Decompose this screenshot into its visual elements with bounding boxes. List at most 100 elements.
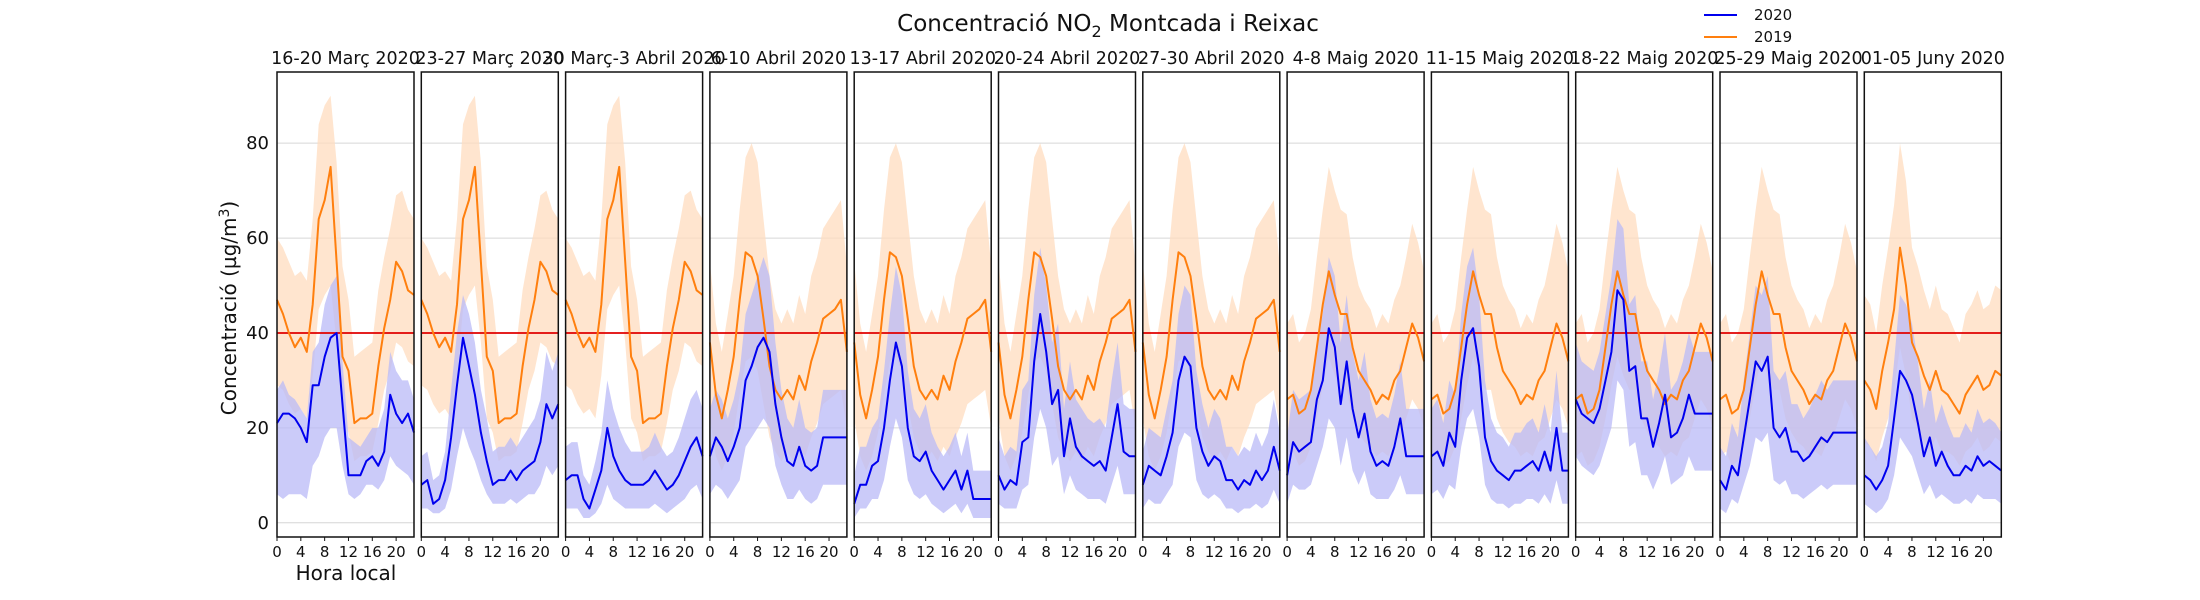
x-tick-label: 4 [440, 543, 450, 561]
x-tick-label: 4 [1162, 543, 1172, 561]
x-tick-label: 4 [1595, 543, 1605, 561]
x-tick-label: 12 [1349, 543, 1368, 561]
panel-frame [276, 71, 415, 538]
series-2019-line [420, 165, 559, 425]
x-tick-label: 0 [417, 543, 427, 561]
x-tick-label: 8 [320, 543, 330, 561]
x-tick-label: 20 [1685, 543, 1704, 561]
x-tick-label: 16 [1084, 543, 1103, 561]
panel-title: 6-10 Abril 2020 [711, 49, 846, 69]
series-2019-line [1286, 270, 1426, 415]
panel-frame [1430, 71, 1570, 538]
series-2019-line [997, 251, 1137, 420]
x-tick-label: 20 [531, 543, 550, 561]
legend: 2020 2019 [1704, 6, 1792, 46]
series-2020-line [276, 332, 415, 477]
x-tick-label: 8 [1763, 543, 1773, 561]
band-2019 [854, 143, 992, 471]
series-2019-line [276, 165, 415, 425]
panel-frame [997, 71, 1137, 538]
x-tick-label: 8 [1041, 543, 1051, 561]
x-tick-label: 0 [1138, 543, 1148, 561]
band-2019 [998, 143, 1136, 471]
series-2020-line [997, 313, 1136, 491]
x-axis-label: Hora local [296, 561, 397, 585]
x-tick-label: 4 [729, 543, 739, 561]
x-tick-label: 8 [1474, 543, 1484, 561]
chart-title: Concentració NO2 Montcada i Reixac [897, 11, 1319, 41]
series-2020-line [564, 426, 704, 510]
x-tick-label: 20 [387, 543, 406, 561]
panel-frame [564, 71, 704, 538]
band-2020 [1864, 295, 2002, 514]
legend-label-2019: 2019 [1754, 28, 1792, 46]
series-2019-line [1719, 270, 1858, 415]
panel-5: 13-17 Abril 2020 0 4 8 12 16 20 [849, 49, 996, 561]
x-tick-label: 16 [507, 543, 526, 561]
x-tick-label: 4 [1883, 543, 1893, 561]
panel-title: 11-15 Maig 2020 [1426, 49, 1574, 69]
panel-frame [1719, 71, 1858, 538]
y-tick-label: 40 [246, 323, 269, 344]
x-tick-label: 8 [1907, 543, 1917, 561]
series-2020-line [708, 336, 847, 472]
panel-frame [1142, 71, 1281, 538]
x-tick-label: 12 [1060, 543, 1079, 561]
panel-title: 16-20 Març 2020 [271, 49, 420, 69]
x-tick-label: 16 [363, 543, 382, 561]
x-tick-label: 20 [1397, 543, 1416, 561]
band-2020 [565, 380, 703, 518]
series-2020-line [1286, 327, 1425, 476]
x-tick-label: 8 [1330, 543, 1340, 561]
x-tick-label: 16 [1517, 543, 1536, 561]
band-2020 [277, 276, 414, 499]
x-tick-label: 20 [1830, 543, 1849, 561]
panel-9: 11-15 Maig 2020 0 4 8 12 16 20 [1426, 49, 1574, 561]
band-2019 [1864, 143, 2002, 466]
x-tick-label: 16 [796, 543, 815, 561]
panel-4: 6-10 Abril 2020 0 4 8 12 16 20 [705, 49, 848, 561]
series-2020-line [420, 336, 560, 505]
x-tick-label: 16 [1229, 543, 1248, 561]
x-tick-label: 4 [873, 543, 883, 561]
x-tick-label: 12 [1493, 543, 1512, 561]
panel-title: 30 Març-3 Abril 2020 [542, 49, 725, 69]
x-tick-label: 16 [1661, 543, 1680, 561]
x-tick-label: 12 [1926, 543, 1945, 561]
series-2019-line [1575, 270, 1714, 415]
panel-11: 25-29 Maig 2020 0 4 8 12 16 20 [1714, 49, 1862, 561]
series-2019-line [1430, 270, 1570, 415]
panel-title: 20-24 Abril 2020 [994, 49, 1141, 69]
x-tick-label: 12 [772, 543, 791, 561]
x-tick-label: 20 [819, 543, 838, 561]
panel-title: 23-27 Març 2020 [415, 49, 564, 69]
x-tick-label: 0 [705, 543, 715, 561]
x-tick-label: 12 [628, 543, 647, 561]
band-2020 [1720, 276, 1857, 514]
x-tick-label: 12 [1205, 543, 1224, 561]
x-tick-label: 16 [1806, 543, 1825, 561]
x-tick-label: 4 [1018, 543, 1028, 561]
panel-frame [1286, 71, 1425, 538]
x-tick-label: 20 [964, 543, 983, 561]
x-tick-label: 20 [1108, 543, 1127, 561]
panel-title: 18-22 Maig 2020 [1570, 49, 1718, 69]
x-tick-label: 4 [296, 543, 306, 561]
x-tick-label: 0 [1282, 543, 1292, 561]
panel-title: 25-29 Maig 2020 [1714, 49, 1862, 69]
x-tick-label: 4 [585, 543, 595, 561]
series-2020-line [1141, 355, 1281, 491]
y-tick-label: 80 [246, 133, 269, 154]
x-tick-label: 20 [1541, 543, 1560, 561]
x-tick-label: 12 [339, 543, 358, 561]
x-tick-label: 0 [1860, 543, 1870, 561]
band-2020 [421, 295, 559, 514]
x-tick-label: 12 [1638, 543, 1657, 561]
band-2020 [1142, 285, 1280, 514]
x-tick-label: 0 [1427, 543, 1437, 561]
panel-frame [853, 71, 992, 538]
